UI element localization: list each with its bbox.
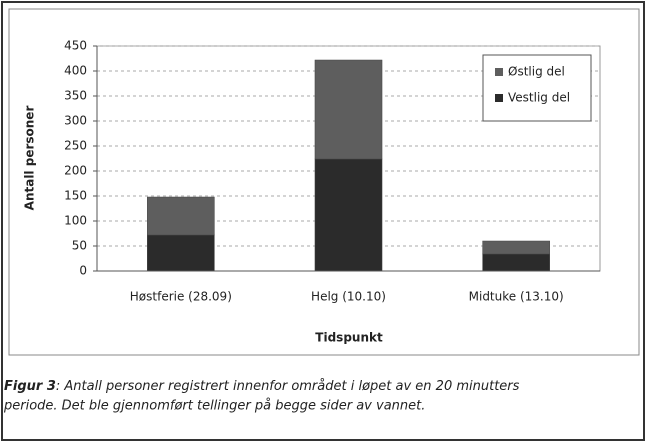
y-tick-label: 350: [64, 89, 87, 103]
bar-segment: [314, 158, 383, 272]
x-tick-label: Helg (10.10): [311, 290, 386, 304]
bar-segment: [147, 196, 215, 236]
y-axis-title: Antall personer: [23, 106, 37, 211]
legend-swatch: [495, 68, 503, 76]
x-tick-label: Høstferie (28.09): [130, 290, 232, 304]
bar-segment: [314, 59, 383, 160]
y-tick-label: 100: [64, 214, 87, 228]
y-tick-label: 200: [64, 164, 87, 178]
caption-text: periode. Det ble gjennomført tellinger p…: [3, 399, 425, 414]
legend-swatch: [495, 94, 503, 102]
caption-text: : Antall personer registrert innenfor om…: [56, 379, 520, 394]
y-tick-label: 0: [79, 264, 87, 278]
y-tick-label: 50: [72, 239, 87, 253]
y-tick-label: 150: [64, 189, 87, 203]
bar-segment: [482, 253, 550, 272]
y-tick-label: 400: [64, 64, 87, 78]
y-tick-label: 300: [64, 114, 87, 128]
y-tick-label: 450: [64, 39, 87, 53]
bar-segment: [482, 240, 550, 255]
caption-label: Figur 3: [4, 379, 56, 394]
x-axis-title: Tidspunkt: [315, 331, 383, 345]
bar-segment: [147, 234, 215, 272]
y-tick-label: 250: [64, 139, 87, 153]
legend-box: [482, 54, 592, 122]
legend-label: Østlig del: [508, 65, 565, 79]
x-tick-label: Midtuke (13.10): [469, 290, 564, 304]
legend-label: Vestlig del: [508, 91, 570, 105]
caption: Figur 3: Antall personer registrert inne…: [4, 379, 520, 394]
